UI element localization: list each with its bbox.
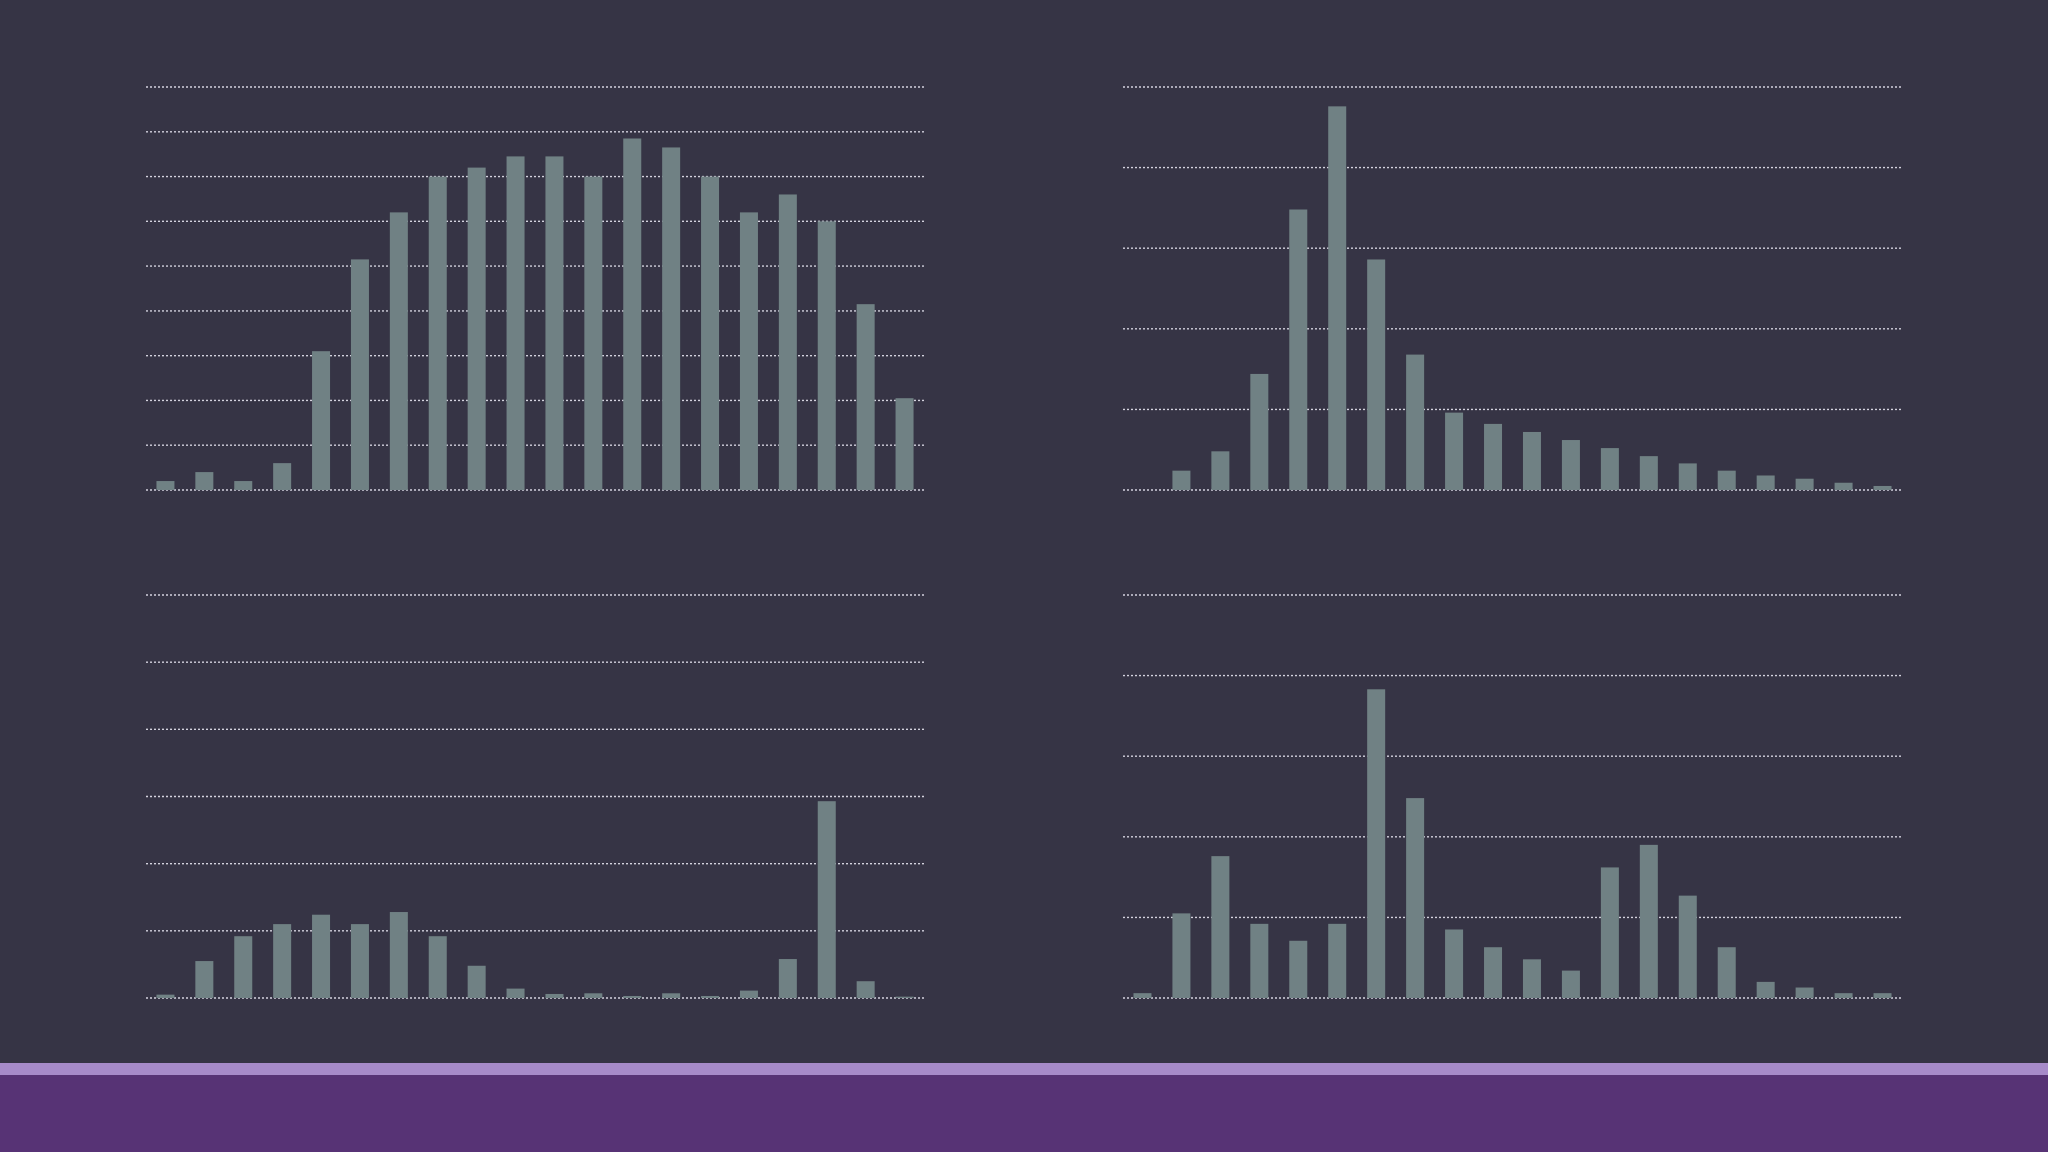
bar bbox=[1289, 209, 1308, 490]
bar bbox=[856, 304, 875, 490]
bar bbox=[1678, 895, 1697, 998]
bar bbox=[739, 990, 758, 998]
bar bbox=[1795, 478, 1814, 490]
bar bbox=[1445, 929, 1464, 998]
bar bbox=[1406, 354, 1425, 490]
bar bbox=[195, 472, 214, 490]
bar bbox=[1211, 451, 1230, 490]
bar bbox=[312, 914, 331, 998]
bar bbox=[623, 995, 642, 998]
bar bbox=[623, 138, 642, 490]
bar bbox=[1484, 947, 1503, 998]
bar bbox=[545, 156, 564, 490]
bar bbox=[1484, 423, 1503, 490]
bar bbox=[856, 981, 875, 998]
bar bbox=[428, 176, 447, 491]
bar bbox=[312, 351, 331, 490]
bar bbox=[1328, 923, 1347, 998]
bar bbox=[1756, 475, 1775, 490]
bar bbox=[1367, 259, 1386, 490]
bar bbox=[467, 167, 486, 490]
bar bbox=[1522, 431, 1541, 490]
bar bbox=[1717, 947, 1736, 998]
bar bbox=[1211, 856, 1230, 998]
bar bbox=[195, 961, 214, 998]
bar bbox=[1756, 981, 1775, 998]
bar bbox=[273, 463, 292, 490]
footer-band bbox=[0, 1075, 2048, 1152]
chart-bottom-left bbox=[146, 594, 924, 999]
bar bbox=[1250, 923, 1269, 998]
bar bbox=[389, 912, 408, 998]
bar bbox=[778, 959, 797, 998]
bar bbox=[1561, 440, 1580, 490]
bar bbox=[701, 176, 720, 491]
bar bbox=[1834, 993, 1853, 998]
bar bbox=[1522, 959, 1541, 998]
bar bbox=[1834, 482, 1853, 490]
bar bbox=[1367, 689, 1386, 998]
bar bbox=[701, 995, 720, 998]
bar bbox=[1873, 485, 1892, 490]
bar bbox=[817, 221, 836, 491]
bar bbox=[234, 936, 253, 998]
bar bbox=[1561, 970, 1580, 998]
bar bbox=[1406, 798, 1425, 998]
bar bbox=[1795, 987, 1814, 998]
bar bbox=[778, 194, 797, 490]
bar bbox=[1717, 470, 1736, 490]
bar bbox=[545, 993, 564, 998]
bar bbox=[1133, 993, 1152, 998]
bar bbox=[1172, 470, 1191, 490]
bar bbox=[350, 924, 369, 998]
bar bbox=[273, 924, 292, 998]
bar bbox=[817, 801, 836, 998]
bar bbox=[389, 212, 408, 490]
bar bbox=[1328, 106, 1347, 491]
bar bbox=[1289, 940, 1308, 998]
bar bbox=[1250, 373, 1269, 490]
bar bbox=[662, 993, 681, 998]
bar bbox=[506, 156, 525, 490]
bar bbox=[1639, 844, 1658, 998]
chart-bottom-right bbox=[1123, 594, 1902, 999]
bar bbox=[739, 212, 758, 490]
bar bbox=[662, 147, 681, 490]
bar bbox=[506, 988, 525, 998]
bar bbox=[895, 398, 914, 490]
bar bbox=[1639, 456, 1658, 490]
bar bbox=[156, 481, 175, 490]
bar bbox=[350, 259, 369, 490]
bar bbox=[156, 994, 175, 998]
bar bbox=[895, 996, 914, 998]
bar bbox=[1678, 463, 1697, 490]
bar bbox=[1172, 913, 1191, 998]
bar bbox=[584, 176, 603, 491]
bar bbox=[1600, 448, 1619, 490]
footer-accent-stripe bbox=[0, 1063, 2048, 1075]
bar bbox=[1445, 412, 1464, 490]
bar bbox=[1600, 867, 1619, 998]
bar bbox=[1873, 993, 1892, 998]
bar bbox=[428, 936, 447, 998]
chart-top-right bbox=[1123, 86, 1902, 491]
chart-top-left bbox=[146, 86, 924, 491]
bar bbox=[584, 993, 603, 998]
bar bbox=[234, 481, 253, 490]
bar bbox=[467, 965, 486, 998]
